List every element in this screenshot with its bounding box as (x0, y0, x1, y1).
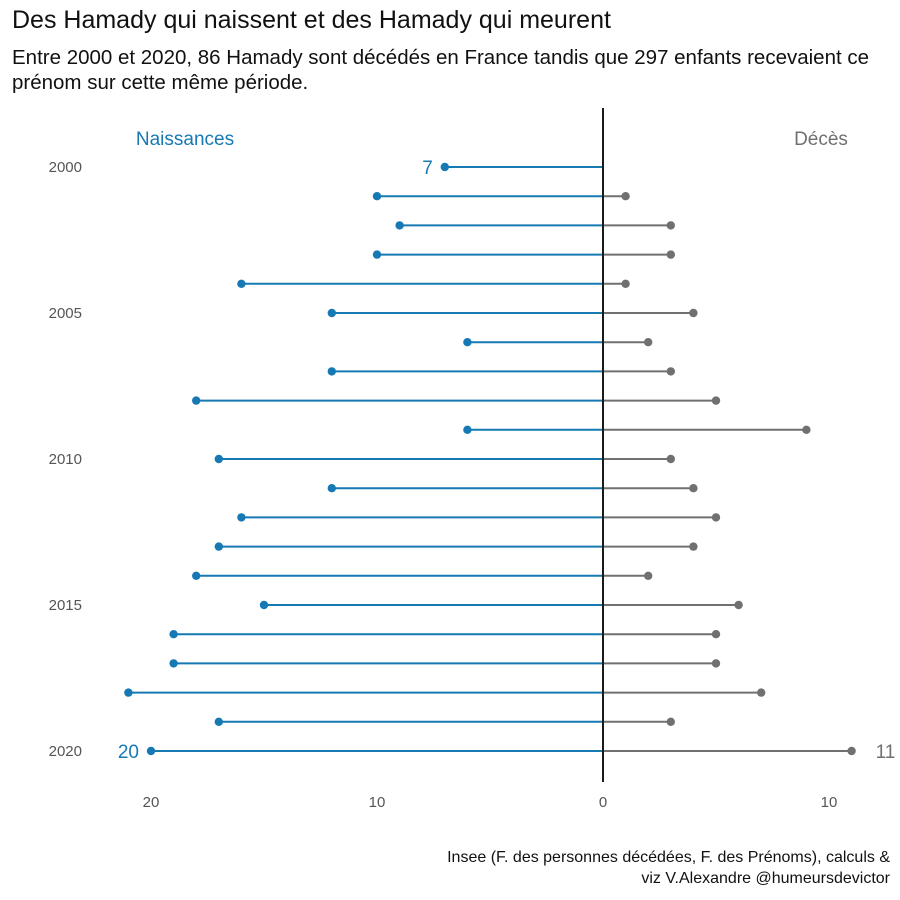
deaths-point-2011 (689, 484, 698, 493)
births-point-2008 (192, 396, 201, 405)
y-tick-label-2000: 2000 (49, 159, 82, 176)
births-point-2020 (146, 746, 156, 756)
births-point-2019 (214, 717, 223, 726)
deaths-point-2005 (689, 308, 698, 318)
births-point-2010 (214, 454, 223, 464)
x-tick-label-0: 0 (599, 794, 607, 811)
deaths-point-2015 (734, 600, 743, 610)
births-point-2018 (124, 688, 133, 697)
deaths-point-2006 (644, 338, 653, 347)
births-panel-label: Naissances (136, 129, 234, 150)
deaths-point-2020 (847, 746, 856, 756)
deaths-point-2018 (757, 688, 766, 697)
births-point-2013 (214, 542, 223, 551)
deaths-point-2001 (621, 192, 630, 201)
x-tick-label-neg20: 20 (143, 794, 160, 811)
source-caption: Insee (F. des personnes décédées, F. des… (447, 847, 890, 889)
births-point-2001 (372, 192, 382, 201)
deaths-point-2016 (711, 630, 721, 639)
births-point-2005 (327, 308, 336, 318)
births-point-2002 (395, 221, 404, 230)
deaths-point-2009 (802, 425, 811, 434)
births-point-2004 (237, 279, 246, 288)
deaths-point-2013 (689, 542, 698, 551)
births-value-label-2000: 7 (422, 158, 433, 179)
y-tick-label-2015: 2015 (49, 597, 82, 614)
chart-title: Des Hamady qui naissent et des Hamady qu… (12, 6, 611, 34)
births-point-2009 (463, 425, 472, 434)
births-point-2003 (372, 250, 382, 259)
deaths-point-2008 (711, 396, 721, 405)
births-value-label-2020: 20 (118, 742, 139, 763)
source-caption-line-1: Insee (F. des personnes décédées, F. des… (447, 849, 890, 866)
deaths-panel-label: Décès (794, 129, 848, 150)
deaths-point-2007 (666, 367, 675, 376)
y-tick-label-2020: 2020 (49, 743, 82, 760)
y-tick-label-2005: 2005 (49, 305, 82, 322)
x-tick-label-neg10: 10 (369, 794, 386, 811)
births-point-2011 (327, 484, 336, 493)
births-point-2012 (237, 513, 246, 522)
deaths-point-2003 (666, 250, 675, 259)
chart-subtitle: Entre 2000 et 2020, 86 Hamady sont décéd… (12, 46, 870, 94)
births-point-2015 (259, 600, 269, 610)
deaths-point-2014 (644, 571, 653, 580)
deaths-point-2012 (711, 513, 721, 522)
births-point-2007 (327, 367, 336, 376)
births-point-2016 (169, 630, 178, 639)
births-point-2000 (440, 162, 449, 172)
deaths-point-2017 (711, 659, 721, 668)
x-tick-label-10: 10 (821, 794, 838, 811)
births-point-2014 (192, 571, 201, 580)
y-tick-label-2010: 2010 (49, 451, 82, 468)
births-point-2006 (463, 338, 472, 347)
deaths-value-label-2020: 11 (876, 742, 896, 763)
bars-layer (124, 162, 856, 756)
deaths-point-2002 (666, 221, 675, 230)
deaths-point-2019 (666, 717, 675, 726)
deaths-point-2010 (666, 454, 675, 464)
deaths-point-2004 (621, 279, 630, 288)
source-caption-line-2: viz V.Alexandre @humeursdevictor (641, 870, 890, 887)
births-point-2017 (169, 659, 178, 668)
labels-layer: Naissances Décès 7 20 11 (118, 129, 895, 763)
